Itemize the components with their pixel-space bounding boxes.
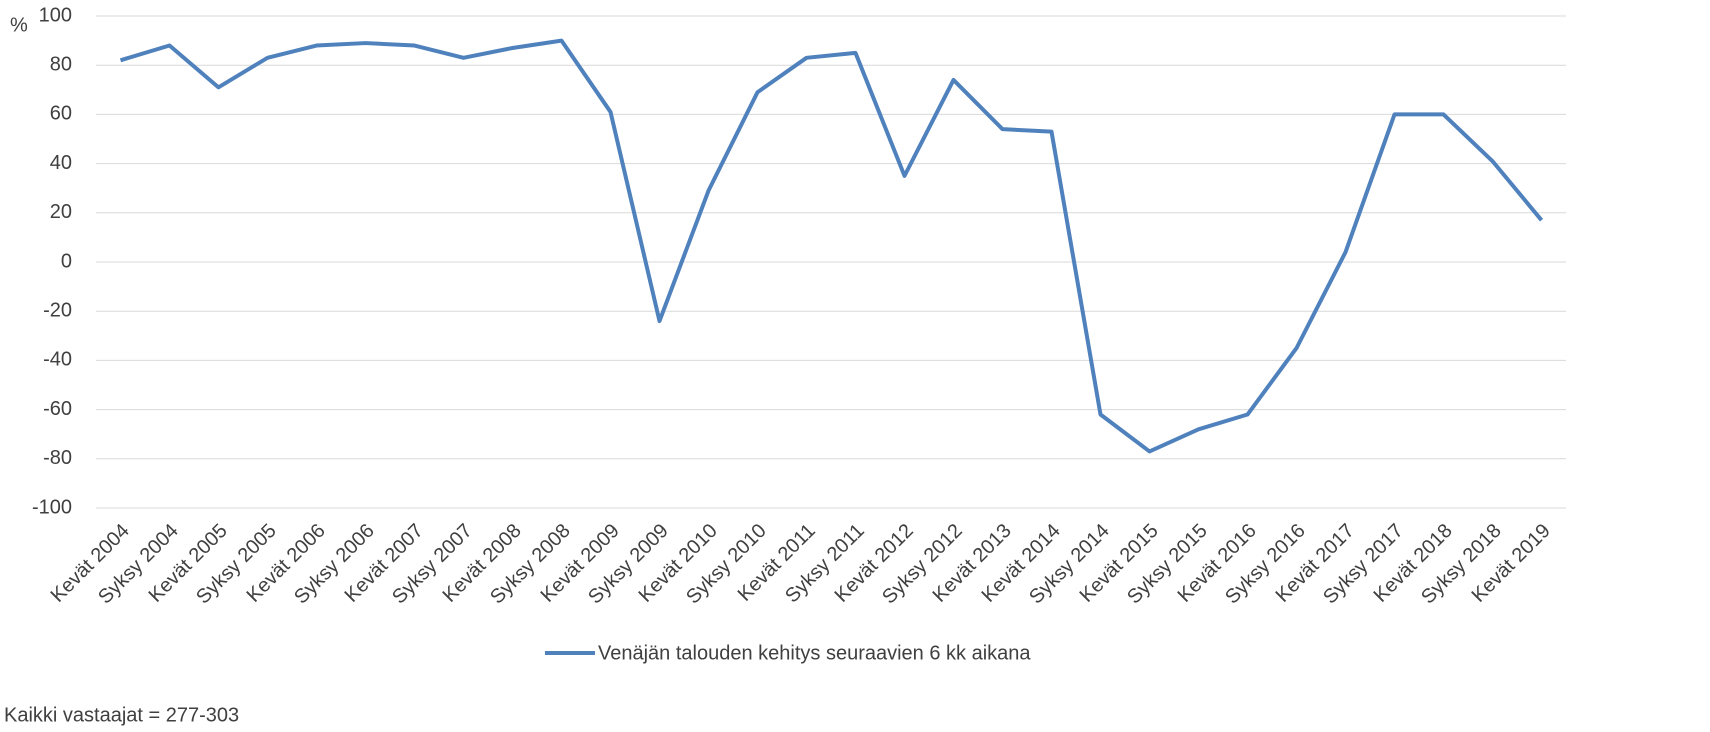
y-tick-label: -60 (43, 398, 72, 420)
y-tick-label: 20 (50, 201, 72, 223)
y-tick-label: -80 (43, 447, 72, 469)
y-tick-label: 60 (50, 103, 72, 125)
y-tick-label: 100 (39, 4, 72, 26)
y-tick-label: -20 (43, 299, 72, 321)
y-tick-label: 40 (50, 152, 72, 174)
note: Kaikki vastaajat = 277-303 (4, 704, 239, 726)
legend-label: Venäjän talouden kehitys seuraavien 6 kk… (598, 642, 1031, 664)
series-line (119, 38, 1544, 454)
y-tick-label: -100 (32, 496, 72, 518)
y-axis-label: % (10, 14, 28, 36)
y-tick-label: -40 (43, 349, 72, 371)
y-tick-label: 80 (50, 53, 72, 75)
y-tick-label: 0 (61, 250, 72, 272)
